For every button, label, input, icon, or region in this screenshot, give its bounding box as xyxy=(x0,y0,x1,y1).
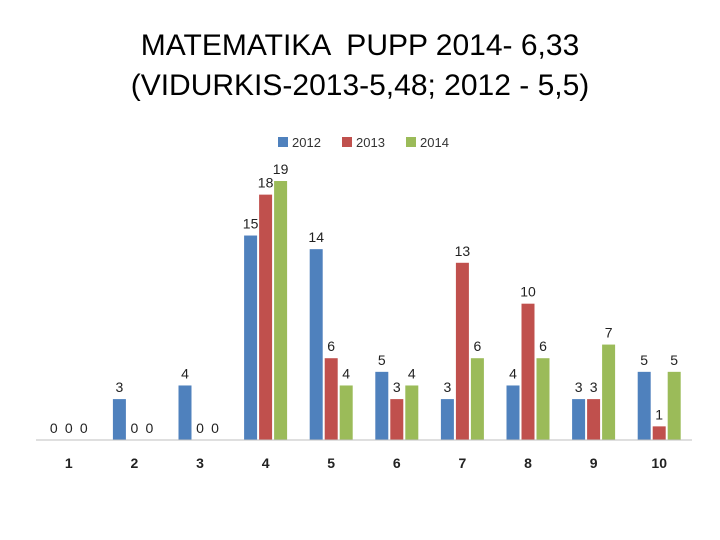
x-tick-label: 7 xyxy=(459,455,467,471)
x-tick-labels: 1 2 3 4 5 6 7 8 9 10 xyxy=(65,455,667,471)
data-label: 6 xyxy=(539,338,547,354)
bar xyxy=(390,399,404,440)
bar xyxy=(536,358,550,440)
data-label: 0 xyxy=(80,420,88,436)
bars xyxy=(112,181,681,440)
x-tick-label: 9 xyxy=(590,455,598,471)
x-tick-label: 10 xyxy=(651,455,667,471)
data-label: 1 xyxy=(655,406,663,422)
bar xyxy=(521,303,535,440)
data-label: 5 xyxy=(640,352,648,368)
data-label: 4 xyxy=(342,365,350,381)
data-label: 4 xyxy=(408,365,416,381)
data-label: 6 xyxy=(474,338,482,354)
data-label: 18 xyxy=(258,175,274,191)
bar xyxy=(637,371,651,440)
bar xyxy=(602,344,616,440)
bar xyxy=(244,235,258,440)
bar xyxy=(178,385,192,440)
bar xyxy=(455,262,469,440)
bar xyxy=(259,194,273,440)
data-label: 4 xyxy=(181,365,189,381)
bar xyxy=(652,426,666,440)
legend-label: 2013 xyxy=(356,135,385,150)
data-label: 5 xyxy=(670,352,678,368)
data-label: 6 xyxy=(327,338,335,354)
data-label: 10 xyxy=(520,284,536,300)
legend-swatch xyxy=(342,137,352,147)
data-label: 15 xyxy=(243,216,259,232)
data-label: 14 xyxy=(308,229,324,245)
legend-label: 2012 xyxy=(292,135,321,150)
data-label: 0 xyxy=(65,420,73,436)
legend-label: 2014 xyxy=(420,135,449,150)
x-tick-label: 3 xyxy=(196,455,204,471)
bar xyxy=(572,399,586,440)
x-tick-label: 5 xyxy=(327,455,335,471)
data-label: 3 xyxy=(393,379,401,395)
bar xyxy=(405,385,419,440)
x-tick-label: 2 xyxy=(131,455,139,471)
bar xyxy=(112,399,126,440)
data-label: 13 xyxy=(455,243,471,259)
data-label: 3 xyxy=(575,379,583,395)
legend-swatch xyxy=(406,137,416,147)
legend: 2012 2013 2014 xyxy=(278,135,449,150)
data-label: 0 xyxy=(211,420,219,436)
data-label: 3 xyxy=(590,379,598,395)
bar xyxy=(667,371,681,440)
data-label: 4 xyxy=(509,365,517,381)
data-label: 3 xyxy=(444,379,452,395)
x-tick-label: 4 xyxy=(262,455,270,471)
title-line-1: MATEMATIKA PUPP 2014- 6,33 xyxy=(140,29,580,62)
legend-swatch xyxy=(278,137,288,147)
data-label: 7 xyxy=(605,325,613,341)
data-label: 0 xyxy=(196,420,204,436)
bar xyxy=(587,399,601,440)
bar xyxy=(309,249,323,440)
bar xyxy=(470,358,484,440)
x-tick-label: 1 xyxy=(65,455,73,471)
x-tick-label: 8 xyxy=(524,455,532,471)
bar xyxy=(274,181,288,440)
data-label: 0 xyxy=(146,420,154,436)
bar xyxy=(375,371,389,440)
data-label: 5 xyxy=(378,352,386,368)
bar xyxy=(506,385,520,440)
x-tick-label: 6 xyxy=(393,455,401,471)
bar xyxy=(324,358,338,440)
data-label: 0 xyxy=(50,420,58,436)
data-label: 3 xyxy=(116,379,124,395)
data-label: 0 xyxy=(131,420,139,436)
data-label: 19 xyxy=(273,161,289,177)
bar xyxy=(339,385,353,440)
chart-title: MATEMATIKA PUPP 2014- 6,33 (VIDURKIS-201… xyxy=(0,26,720,106)
title-line-2: (VIDURKIS-2013-5,48; 2012 - 5,5) xyxy=(130,69,590,102)
bar xyxy=(440,399,454,440)
